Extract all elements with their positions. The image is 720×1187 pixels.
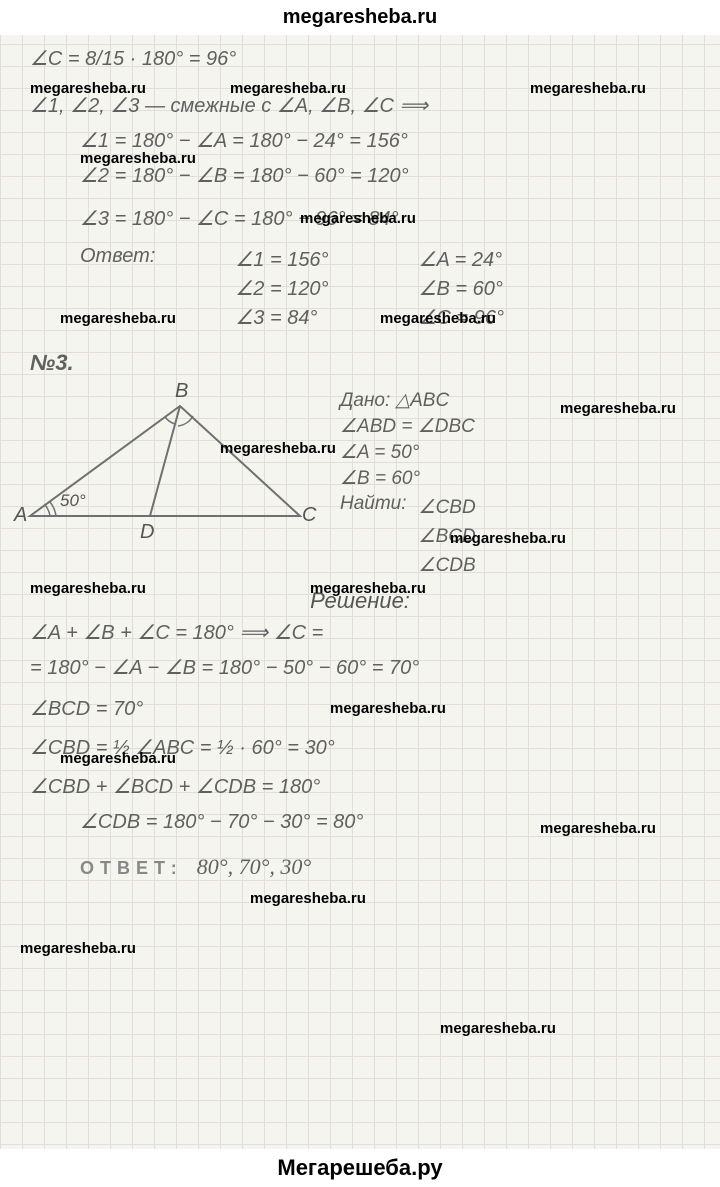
page-content: ∠C = 8/15 · 180° = 96° ∠1, ∠2, ∠3 — смеж… [20, 40, 700, 1147]
final-answer-label: ОТВЕТ: [80, 858, 183, 878]
triangle-diagram: A B C D 50° [20, 386, 320, 546]
given-line: ∠ABD = ∠DBC [340, 415, 700, 438]
text-line: ∠1, ∠2, ∠3 — смежные с ∠A, ∠B, ∠C ⟹ [30, 93, 700, 118]
calc-line: ∠3 = 180° − ∠C = 180° − 96° = 84° [80, 206, 700, 231]
footer-watermark: Мегарешеба.ру [0, 1149, 720, 1187]
header-watermark: megaresheba.ru [0, 0, 720, 35]
answer-block: ∠1 = 156° ∠2 = 120° ∠3 = 84° ∠A = 24° ∠B… [235, 245, 504, 332]
answer-value: ∠C = 96° [419, 305, 504, 330]
answer-value: ∠B = 60° [419, 276, 504, 301]
problem3-row: A B C D 50° Дано: △ABC ∠ABD = ∠DBC ∠A = … [20, 386, 700, 580]
solution-line: ∠CDB = 180° − 70° − 30° = 80° [80, 809, 700, 834]
calc-line: ∠C = 8/15 · 180° = 96° [30, 46, 700, 71]
find-label: Найти: [340, 493, 407, 515]
problem-number: №3. [30, 350, 700, 376]
given-line: ∠A = 50° [340, 441, 700, 464]
find-item: ∠BCD [419, 525, 476, 548]
angle-label: 50° [60, 491, 86, 511]
answer-value: ∠2 = 120° [235, 276, 328, 301]
solution-label: Решение: [20, 588, 700, 614]
vertex-label: C [302, 504, 316, 527]
given-line: ∠B = 60° [340, 467, 700, 490]
final-answer-value: 80°, 70°, 30° [197, 854, 311, 879]
solution-line: ∠CBD + ∠BCD + ∠CDB = 180° [30, 774, 700, 799]
solution-line: = 180° − ∠A − ∠B = 180° − 50° − 60° = 70… [30, 655, 700, 680]
solution-line: ∠CBD = ½ ∠ABC = ½ · 60° = 30° [30, 735, 700, 760]
answer-value: ∠1 = 156° [235, 247, 328, 272]
solution-line: ∠A + ∠B + ∠C = 180° ⟹ ∠C = [30, 620, 700, 645]
calc-line: ∠2 = 180° − ∠B = 180° − 60° = 120° [80, 163, 700, 188]
final-answer: ОТВЕТ: 80°, 70°, 30° [80, 854, 700, 880]
given-title: Дано: △ABC [340, 389, 700, 412]
answer-value: ∠A = 24° [419, 247, 504, 272]
find-item: ∠CDB [419, 554, 476, 577]
answer-label: Ответ: [80, 245, 155, 332]
vertex-label: D [140, 521, 154, 544]
solution-line: ∠BCD = 70° [30, 696, 700, 721]
vertex-label: B [175, 380, 188, 403]
given-block: Дано: △ABC ∠ABD = ∠DBC ∠A = 50° ∠B = 60°… [340, 386, 700, 580]
answer-value: ∠3 = 84° [235, 305, 328, 330]
calc-line: ∠1 = 180° − ∠A = 180° − 24° = 156° [80, 128, 700, 153]
vertex-label: A [14, 504, 27, 527]
find-item: ∠CBD [419, 496, 476, 519]
